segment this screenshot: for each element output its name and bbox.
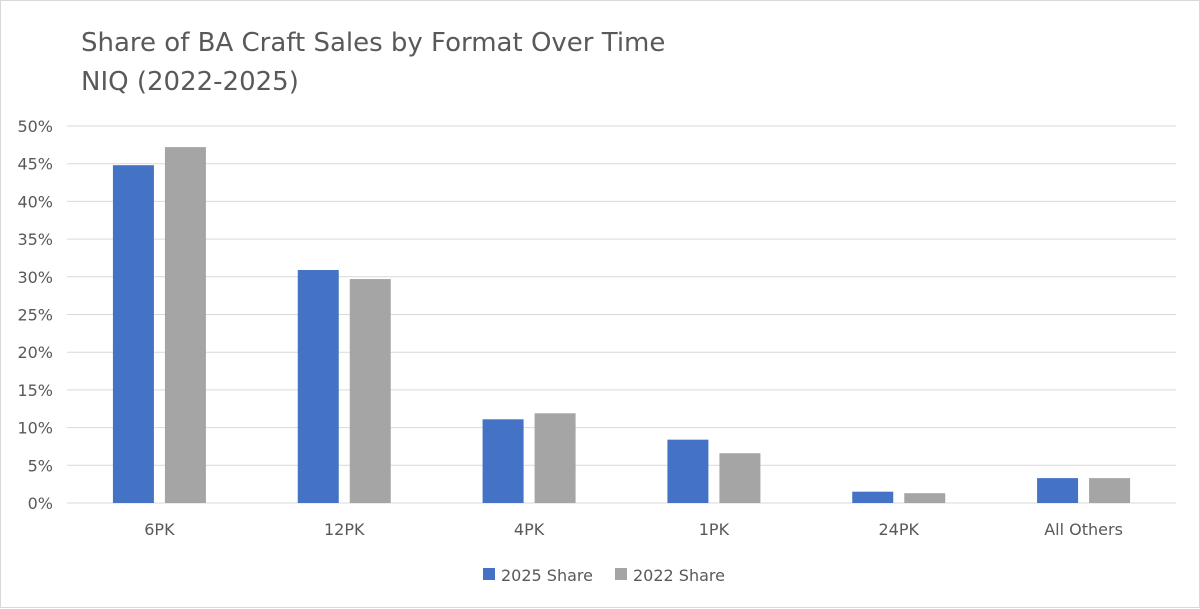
bars: [112, 147, 1131, 503]
y-tick-label: 25%: [17, 306, 53, 325]
y-tick-label: 0%: [28, 494, 53, 513]
legend-label: 2025 Share: [501, 566, 593, 585]
bar-4pk-series-2: [534, 413, 576, 503]
chart-subtitle: NIQ (2022-2025): [81, 67, 299, 97]
bar-all-others-series-1: [1037, 478, 1079, 503]
x-axis-ticks: 6PK 12PK 4PK 1PK 24PK All Others: [144, 520, 1123, 539]
y-tick-label: 50%: [17, 117, 53, 136]
x-tick-label: All Others: [1044, 520, 1123, 539]
chart-title: Share of BA Craft Sales by Format Over T…: [81, 28, 665, 58]
x-tick-label: 4PK: [514, 520, 545, 539]
legend-swatch: [615, 568, 627, 580]
y-tick-label: 15%: [17, 381, 53, 400]
bar-6pk-series-2: [164, 147, 206, 503]
y-axis-ticks: 0% 5% 10% 15% 20% 25% 30% 35% 40% 45% 50%: [17, 117, 53, 513]
bar-4pk-series-1: [482, 419, 524, 503]
bar-1pk-series-2: [719, 453, 761, 503]
y-tick-label: 40%: [17, 192, 53, 211]
legend: 2025 Share 2022 Share: [483, 566, 725, 585]
y-tick-label: 45%: [17, 155, 53, 174]
bar-24pk-series-2: [904, 493, 946, 503]
bar-24pk-series-1: [852, 491, 894, 503]
y-tick-label: 5%: [28, 456, 53, 475]
bar-12pk-series-2: [349, 279, 391, 503]
legend-label: 2022 Share: [633, 566, 725, 585]
legend-swatch: [483, 568, 495, 580]
bar-12pk-series-1: [297, 270, 339, 503]
x-tick-label: 24PK: [879, 520, 920, 539]
y-tick-label: 30%: [17, 268, 53, 287]
bar-all-others-series-2: [1089, 478, 1131, 503]
y-tick-label: 10%: [17, 419, 53, 438]
bar-1pk-series-1: [667, 439, 709, 503]
x-tick-label: 6PK: [144, 520, 175, 539]
y-tick-label: 35%: [17, 230, 53, 249]
y-tick-label: 20%: [17, 343, 53, 362]
bar-6pk-series-1: [112, 165, 154, 503]
gridlines: [67, 125, 1176, 504]
x-tick-label: 1PK: [699, 520, 730, 539]
x-tick-label: 12PK: [324, 520, 365, 539]
